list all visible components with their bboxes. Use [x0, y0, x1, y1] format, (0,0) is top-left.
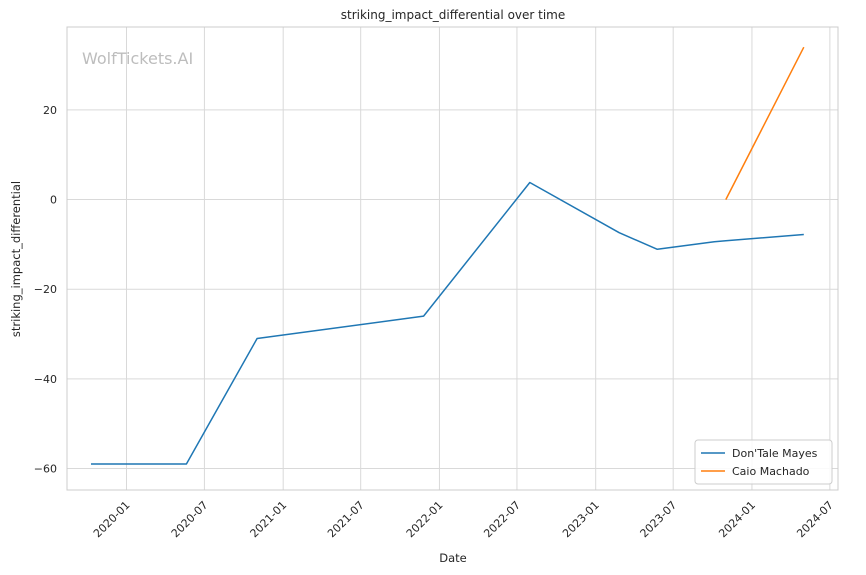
y-tick-label: −40: [34, 373, 57, 386]
y-tick-label: −60: [34, 462, 57, 475]
series-lines: [91, 46, 805, 465]
watermark: WolfTickets.AI: [82, 49, 193, 68]
chart-title: striking_impact_differential over time: [341, 8, 566, 22]
y-axis-label: striking_impact_differential: [9, 181, 23, 337]
y-tick-label: 0: [50, 194, 57, 207]
y-tick-label: −20: [34, 283, 57, 296]
series-line-caio-machado: [725, 46, 805, 200]
plot-frame: [66, 26, 839, 491]
y-tick-label: 20: [43, 104, 57, 117]
legend-label: Caio Machado: [732, 465, 810, 478]
legend-label: Don'Tale Mayes: [732, 447, 818, 460]
series-line-don-tale-mayes: [91, 181, 804, 465]
y-tick-labels: −60 −40 −20 0 20: [34, 104, 57, 476]
grid-lines: [67, 27, 838, 490]
legend-box: [694, 439, 833, 485]
x-axis-label: Date: [439, 551, 467, 565]
legend: Don'Tale Mayes Caio Machado: [694, 439, 833, 485]
